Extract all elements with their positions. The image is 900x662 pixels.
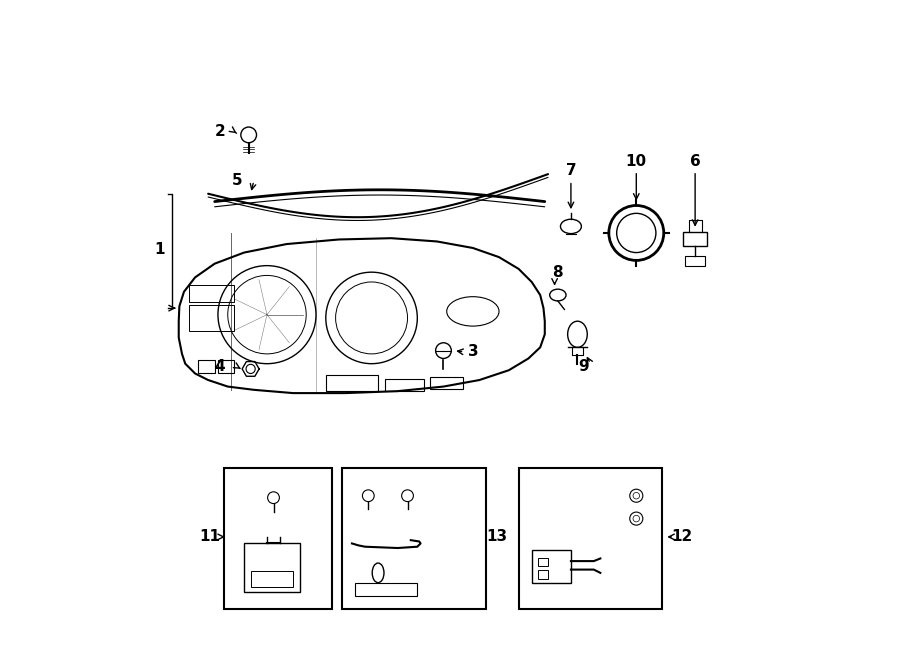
FancyBboxPatch shape xyxy=(518,468,662,609)
Text: 7: 7 xyxy=(565,164,576,178)
Bar xyxy=(188,285,234,302)
Text: 10: 10 xyxy=(626,154,647,169)
Text: 9: 9 xyxy=(579,359,590,375)
PathPatch shape xyxy=(179,238,544,393)
Bar xyxy=(538,559,548,566)
Bar xyxy=(244,544,300,592)
Bar xyxy=(685,256,705,265)
Text: 5: 5 xyxy=(232,173,243,188)
Text: 8: 8 xyxy=(553,265,563,279)
Bar xyxy=(430,377,464,389)
Text: 12: 12 xyxy=(671,530,693,544)
Text: 11: 11 xyxy=(199,530,220,544)
Text: 1: 1 xyxy=(154,242,165,257)
Bar xyxy=(326,375,378,391)
Text: 3: 3 xyxy=(468,344,478,359)
Bar xyxy=(384,379,424,391)
Text: 2: 2 xyxy=(214,124,225,139)
Bar xyxy=(198,360,215,373)
Text: 4: 4 xyxy=(214,359,225,375)
FancyBboxPatch shape xyxy=(342,468,486,609)
Bar xyxy=(538,569,548,579)
Bar xyxy=(532,550,571,583)
Bar xyxy=(218,360,234,373)
Bar xyxy=(188,305,234,331)
Bar xyxy=(683,232,706,246)
FancyBboxPatch shape xyxy=(224,468,332,609)
Text: 13: 13 xyxy=(487,530,508,544)
Bar xyxy=(250,571,293,587)
Bar xyxy=(356,583,418,596)
Text: 6: 6 xyxy=(689,154,700,169)
